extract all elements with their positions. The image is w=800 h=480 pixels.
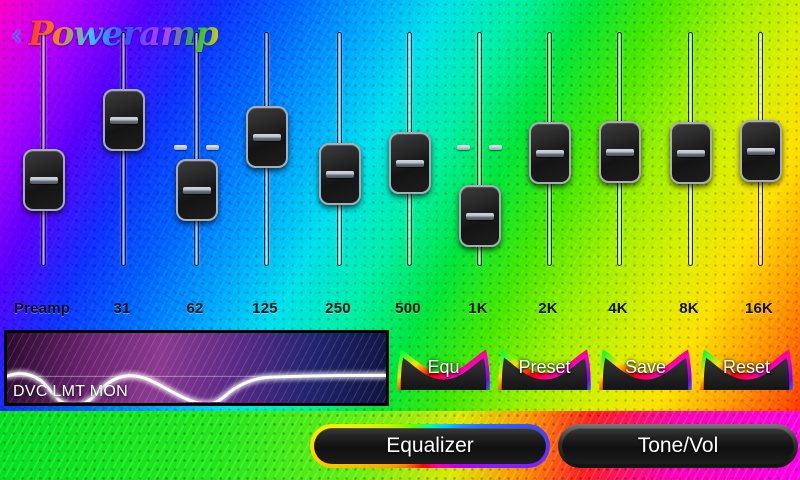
eq-slider-thumb[interactable] bbox=[459, 185, 501, 247]
monitor-label: DVC LMT MON bbox=[13, 383, 129, 400]
button-equ[interactable]: Equ bbox=[396, 344, 491, 390]
eq-slider-thumb-grip bbox=[30, 176, 58, 184]
eq-slider-track[interactable] bbox=[477, 32, 482, 266]
eq-slider-thumb-grip bbox=[606, 148, 634, 156]
eq-slider-center-tick bbox=[206, 145, 219, 150]
eq-slider-500[interactable] bbox=[378, 0, 438, 300]
eq-slider-thumb[interactable] bbox=[529, 122, 571, 184]
eq-slider-track[interactable] bbox=[194, 32, 199, 266]
eq-slider-thumb-grip bbox=[110, 116, 138, 124]
button-save[interactable]: Save bbox=[598, 344, 693, 390]
button-label: Reset bbox=[722, 356, 771, 377]
eq-slider-thumb[interactable] bbox=[246, 106, 288, 168]
eq-slider-thumb-grip bbox=[747, 147, 775, 155]
eq-band-label-125: 125 bbox=[252, 300, 278, 317]
tab-equalizer[interactable]: Equalizer bbox=[310, 424, 550, 468]
eq-slider-2k[interactable] bbox=[518, 0, 578, 300]
monitor-texture bbox=[7, 333, 386, 403]
eq-band-label-16k: 16K bbox=[744, 300, 774, 317]
eq-slider-thumb[interactable] bbox=[23, 149, 65, 211]
eq-slider-125[interactable] bbox=[235, 0, 295, 300]
eq-slider-16k[interactable] bbox=[729, 0, 789, 300]
eq-slider-thumb[interactable] bbox=[670, 122, 712, 184]
eq-band-label-preamp: Preamp bbox=[13, 300, 71, 317]
eq-band-label-4k: 4K bbox=[608, 300, 628, 317]
eq-band-label-31: 31 bbox=[113, 300, 131, 317]
eq-slider-1k[interactable] bbox=[448, 0, 508, 300]
eq-slider-31[interactable] bbox=[92, 0, 152, 300]
button-reset[interactable]: Reset bbox=[699, 344, 794, 390]
bone-button-shape bbox=[599, 349, 692, 390]
back-chevron-icon[interactable]: ‹ bbox=[12, 18, 22, 51]
eq-slider-thumb-grip bbox=[183, 186, 211, 194]
eq-band-label-500: 500 bbox=[395, 300, 421, 317]
eq-slider-62[interactable] bbox=[165, 0, 225, 300]
bone-button-shape bbox=[498, 349, 591, 390]
tab-equalizer-inner bbox=[314, 428, 546, 464]
eq-slider-thumb[interactable] bbox=[599, 121, 641, 183]
tab-tone-vol-inner bbox=[562, 428, 794, 464]
eq-slider-thumb[interactable] bbox=[389, 132, 431, 194]
dvc-limiter-monitor-panel[interactable]: DVC LMT MON bbox=[4, 330, 389, 406]
eq-band-label-2k: 2K bbox=[538, 300, 558, 317]
button-label: Equ bbox=[427, 356, 460, 377]
eq-slider-thumb-grip bbox=[677, 149, 705, 157]
tab-tone-vol[interactable]: Tone/Vol bbox=[558, 424, 798, 468]
eq-band-label-62: 62 bbox=[186, 300, 204, 317]
eq-slider-center-tick bbox=[457, 145, 470, 150]
eq-slider-thumb-grip bbox=[536, 149, 564, 157]
eq-slider-thumb[interactable] bbox=[176, 159, 218, 221]
eq-slider-center-tick bbox=[174, 145, 187, 150]
button-label: Preset bbox=[518, 356, 571, 377]
eq-slider-center-tick bbox=[489, 145, 502, 150]
eq-slider-preamp[interactable] bbox=[12, 0, 72, 300]
eq-response-curve-svg bbox=[7, 372, 386, 402]
eq-slider-8k[interactable] bbox=[659, 0, 719, 300]
eq-slider-4k[interactable] bbox=[588, 0, 648, 300]
bone-button-shape bbox=[397, 349, 490, 390]
bone-button-shape bbox=[700, 349, 793, 390]
eq-band-label-8k: 8K bbox=[679, 300, 699, 317]
eq-band-label-250: 250 bbox=[325, 300, 351, 317]
eq-slider-thumb[interactable] bbox=[103, 89, 145, 151]
poweramp-logo: Poweramp bbox=[28, 14, 219, 54]
monitor-background bbox=[7, 333, 386, 403]
eq-slider-thumb-grip bbox=[466, 212, 494, 220]
equalizer-band-sliders: Preamp 31 62 125 250 500 1K 2K 4K 8K 16K bbox=[12, 0, 789, 317]
tab-equalizer-label: Equalizer bbox=[386, 434, 474, 457]
eq-slider-thumb[interactable] bbox=[740, 120, 782, 182]
eq-band-label-1k: 1K bbox=[468, 300, 488, 317]
eq-slider-thumb[interactable] bbox=[319, 143, 361, 205]
button-label: Save bbox=[624, 356, 667, 377]
tab-tone-vol-label: Tone/Vol bbox=[637, 434, 719, 457]
eq-slider-250[interactable] bbox=[308, 0, 368, 300]
eq-slider-thumb-grip bbox=[253, 133, 281, 141]
eq-slider-thumb-grip bbox=[396, 159, 424, 167]
eq-slider-thumb-grip bbox=[326, 170, 354, 178]
eq-response-curve bbox=[7, 372, 386, 402]
button-preset[interactable]: Preset bbox=[497, 344, 592, 390]
